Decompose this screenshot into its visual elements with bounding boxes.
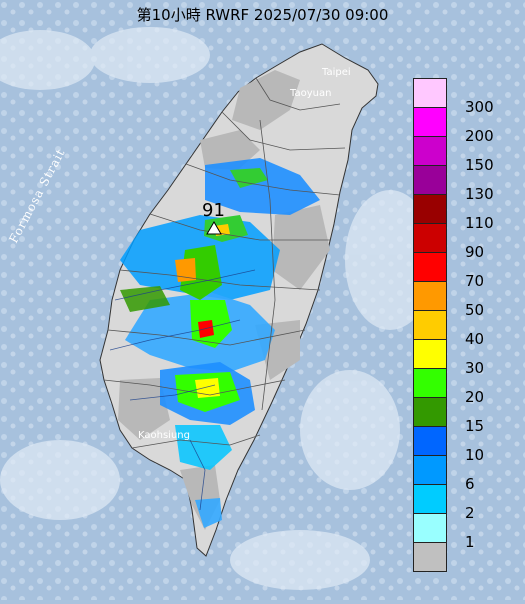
map-title: 第10小時 RWRF 2025/07/30 09:00 xyxy=(136,6,389,24)
legend-swatch xyxy=(413,107,447,137)
station-value: 91 xyxy=(202,200,225,221)
legend-swatch xyxy=(413,426,447,456)
legend-label: 300 xyxy=(465,98,494,116)
legend-swatch xyxy=(413,281,447,311)
legend-label: 90 xyxy=(465,243,485,261)
station-triangle-icon xyxy=(206,221,222,235)
legend-label: 30 xyxy=(465,359,485,377)
place-label-kaohsiung: Kaohsiung xyxy=(138,430,190,441)
legend-label: 15 xyxy=(465,417,485,435)
legend-label: 6 xyxy=(465,475,475,493)
legend-label: 200 xyxy=(465,127,494,145)
legend-swatch xyxy=(413,165,447,195)
legend-label: 50 xyxy=(465,301,485,319)
rivers xyxy=(109,269,256,511)
legend-label: 10 xyxy=(465,446,485,464)
legend-swatch xyxy=(413,484,447,514)
place-label-taoyuan: Taoyuan xyxy=(289,88,331,99)
legend-swatch xyxy=(413,339,447,369)
legend-label: 150 xyxy=(465,156,494,174)
county-boundaries xyxy=(103,77,346,449)
legend-swatch xyxy=(413,542,447,572)
rainfall-legend: 300 200 150 130 110 90 70 50 40 30 20 15 10 6 2 1 xyxy=(413,78,515,572)
legend-swatch xyxy=(413,136,447,166)
legend-label: 20 xyxy=(465,388,485,406)
legend-label: 1 xyxy=(465,533,475,551)
legend-label: 2 xyxy=(465,504,475,522)
legend-swatch xyxy=(413,397,447,427)
rainfall-shading xyxy=(120,158,320,528)
legend-label: 40 xyxy=(465,330,485,348)
legend-swatch xyxy=(413,513,447,543)
legend-swatch xyxy=(413,368,447,398)
legend-swatch xyxy=(413,223,447,253)
legend-label: 110 xyxy=(465,214,494,232)
legend-swatch xyxy=(413,252,447,282)
legend-swatch xyxy=(413,310,447,340)
legend-label: 70 xyxy=(465,272,485,290)
place-label-taipei: Taipei xyxy=(321,67,351,78)
cloud-clusters xyxy=(0,27,435,590)
legend-swatch xyxy=(413,455,447,485)
legend-swatch xyxy=(413,194,447,224)
legend-swatch xyxy=(413,78,447,108)
legend-label: 130 xyxy=(465,185,494,203)
